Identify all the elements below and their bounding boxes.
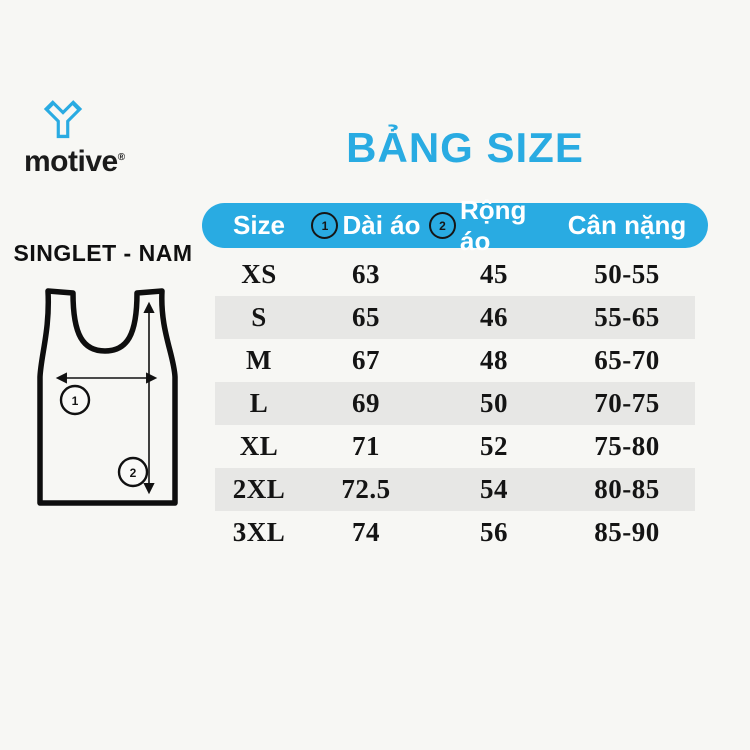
singlet-diagram: 1 2 [37, 288, 178, 506]
width-cell: 45 [480, 259, 508, 289]
table-row-3xl: 3XL 74 56 85-90 [215, 511, 695, 554]
table-row-m: M 67 48 65-70 [215, 339, 695, 382]
diagram-marker-2: 2 [117, 456, 149, 488]
length-cell: 71 [352, 431, 380, 461]
header-length-label: Dài áo [342, 210, 421, 240]
table-row-l: L 69 50 70-75 [215, 382, 695, 425]
width-cell: 52 [480, 431, 508, 461]
length-cell: 67 [352, 345, 380, 375]
width-cell: 48 [480, 345, 508, 375]
brand-wordmark: motive® [24, 143, 134, 177]
diagram-marker-2-label: 2 [130, 466, 137, 480]
size-table-header: Size 1 Dài áo 2 Rộng áo Cân nặng [202, 195, 708, 256]
weight-cell: 55-65 [594, 302, 660, 332]
diagram-marker-1: 1 [59, 384, 91, 416]
table-row-xl: XL 71 52 75-80 [215, 425, 695, 468]
width-cell: 56 [480, 517, 508, 547]
header-width: 2 Rộng áo [429, 195, 559, 256]
header-size: Size [215, 203, 303, 248]
brand-logo: motive® [24, 98, 134, 177]
weight-cell: 75-80 [594, 431, 660, 461]
table-row-2xl: 2XL 72.5 54 80-85 [215, 468, 695, 511]
size-table-body: XS 63 45 50-55 S 65 46 55-65 M 67 48 65-… [215, 253, 695, 554]
weight-cell: 50-55 [594, 259, 660, 289]
size-cell: XS [241, 259, 277, 289]
header-width-label: Rộng áo [460, 194, 527, 256]
width-cell: 50 [480, 388, 508, 418]
size-cell: 2XL [232, 474, 286, 504]
size-cell: XL [239, 431, 279, 461]
header-weight: Cân nặng [559, 203, 695, 248]
width-cell: 54 [480, 474, 508, 504]
marker-2-badge: 2 [429, 212, 456, 239]
table-row-s: S 65 46 55-65 [215, 296, 695, 339]
brand-name: motive [24, 145, 118, 178]
weight-cell: 85-90 [594, 517, 660, 547]
singlet-outline [37, 288, 178, 506]
diagram-marker-1-label: 1 [72, 394, 79, 408]
marker-1-badge: 1 [311, 212, 339, 239]
length-cell: 65 [352, 302, 380, 332]
header-length: 1 Dài áo [303, 203, 429, 248]
header-size-label: Size [232, 210, 286, 240]
size-cell: 3XL [232, 517, 286, 547]
weight-cell: 80-85 [594, 474, 660, 504]
length-cell: 74 [352, 517, 380, 547]
size-cell: L [249, 388, 269, 418]
size-cell: S [251, 302, 267, 332]
product-label: SINGLET - NAM [13, 240, 193, 266]
weight-cell: 70-75 [594, 388, 660, 418]
header-weight-label: Cân nặng [567, 210, 687, 240]
length-cell: 72.5 [341, 474, 391, 504]
length-cell: 63 [352, 259, 380, 289]
length-cell: 69 [352, 388, 380, 418]
motive-logo-icon [43, 100, 83, 139]
weight-cell: 65-70 [594, 345, 660, 375]
table-row-xs: XS 63 45 50-55 [215, 253, 695, 296]
size-cell: M [246, 345, 272, 375]
width-cell: 46 [480, 302, 508, 332]
page-title: BẢNG SIZE [346, 124, 584, 171]
registered-trademark: ® [117, 152, 125, 163]
